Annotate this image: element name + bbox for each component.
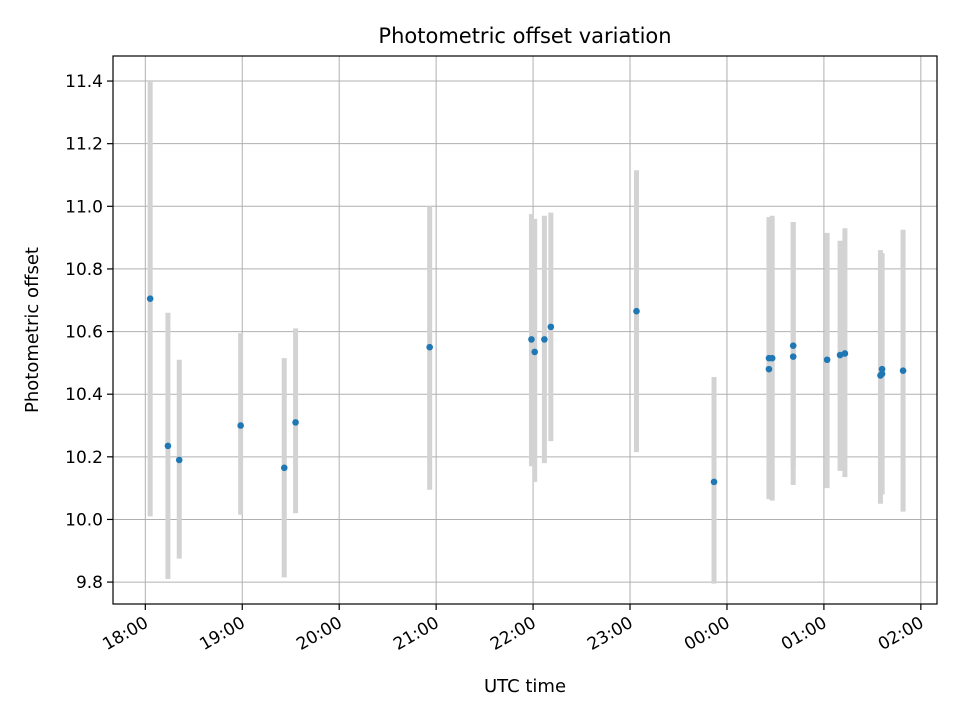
data-point	[426, 343, 433, 351]
y-tick-label: 9.8	[76, 573, 103, 593]
y-tick-label: 11.4	[65, 72, 103, 92]
chart-title: Photometric offset variation	[378, 24, 671, 48]
data-point	[528, 336, 535, 343]
data-point	[164, 442, 172, 450]
data-point	[531, 348, 538, 356]
x-axis-label: UTC time	[484, 676, 566, 697]
data-point	[789, 353, 797, 360]
data-points	[146, 295, 907, 486]
y-tick-label: 11.0	[65, 197, 103, 217]
y-tick-label: 10.0	[65, 510, 103, 530]
y-tick-label: 10.2	[65, 448, 103, 468]
data-point	[823, 356, 831, 364]
y-tick-label: 10.4	[65, 385, 103, 405]
y-axis-ticks: 9.8 10.0 10.2 10.4 10.6 10.8 11.0 11.2 11.4	[65, 72, 113, 593]
data-point	[237, 422, 244, 429]
data-point	[765, 365, 773, 373]
data-point	[710, 478, 718, 486]
data-point	[633, 307, 640, 315]
data-point	[547, 323, 555, 331]
data-point	[899, 367, 907, 375]
data-point	[768, 354, 776, 362]
data-point	[841, 350, 849, 357]
data-point	[175, 456, 183, 464]
y-tick-label: 11.2	[65, 135, 103, 155]
grid	[113, 56, 937, 604]
data-point	[541, 336, 548, 343]
data-point	[878, 365, 886, 373]
y-axis-label: Photometric offset	[22, 247, 43, 413]
data-point	[146, 295, 154, 302]
plot-frame	[112, 55, 938, 605]
data-point	[878, 370, 886, 378]
data-point	[292, 419, 299, 426]
y-tick-label: 10.8	[65, 260, 103, 280]
y-tick-label: 10.6	[65, 323, 103, 343]
data-point	[789, 342, 797, 349]
data-point	[280, 464, 288, 472]
